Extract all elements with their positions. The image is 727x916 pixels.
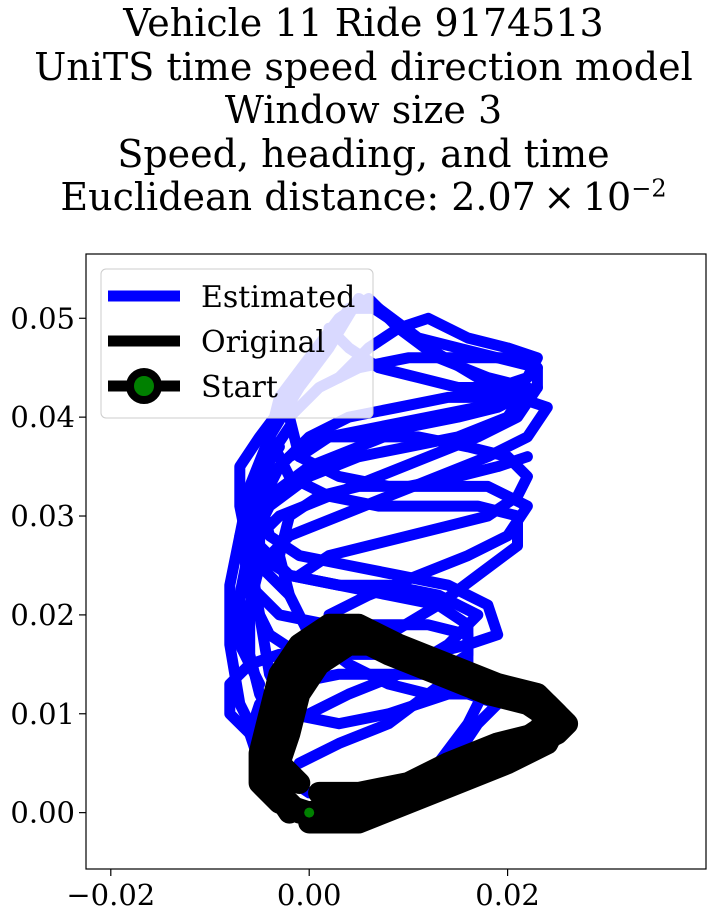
- y-tick-label: 0.05: [10, 301, 75, 335]
- x-tick-label: −0.02: [66, 878, 155, 912]
- y-tick-label: 0.04: [10, 400, 75, 434]
- x-tick-label: 0.00: [277, 878, 342, 912]
- title-line-2: UniTS time speed direction model: [34, 44, 693, 89]
- title-line-3: Window size 3: [224, 88, 503, 132]
- title-line-5: Euclidean distance: 2.07 × 10−2: [0, 174, 727, 220]
- estimated-trajectory-9: [293, 431, 533, 581]
- original-trajectory-3: [268, 633, 559, 804]
- start-point-marker: [304, 807, 315, 818]
- y-tick-label: 0.00: [10, 796, 75, 830]
- legend-label-original: Original: [201, 325, 325, 360]
- estimated-trajectory-5: [224, 421, 504, 769]
- legend-label-estimated: Estimated: [201, 280, 355, 315]
- legend: Estimated Original Start: [100, 268, 374, 419]
- y-tick-label: 0.02: [10, 598, 75, 632]
- legend-start-marker: [126, 368, 162, 404]
- title-line-4: Speed, heading, and time: [117, 131, 610, 176]
- estimated-trajectory-6: [244, 441, 474, 799]
- estimated-trajectory-8: [323, 312, 543, 393]
- y-tick-label: 0.03: [10, 499, 75, 533]
- chart-title: Vehicle 11 Ride 9174513 UniTS time speed…: [0, 1, 727, 220]
- x-tick-label: 0.02: [475, 878, 540, 912]
- legend-label-start: Start: [201, 370, 278, 405]
- y-tick-label: 0.01: [10, 697, 75, 731]
- title-line-5-text: Euclidean distance: 2.07 × 10: [60, 175, 632, 219]
- title-line-1: Vehicle 11 Ride 9174513: [123, 1, 604, 45]
- plot-frame: [85, 253, 707, 870]
- title-line-5-exponent: −2: [631, 174, 667, 203]
